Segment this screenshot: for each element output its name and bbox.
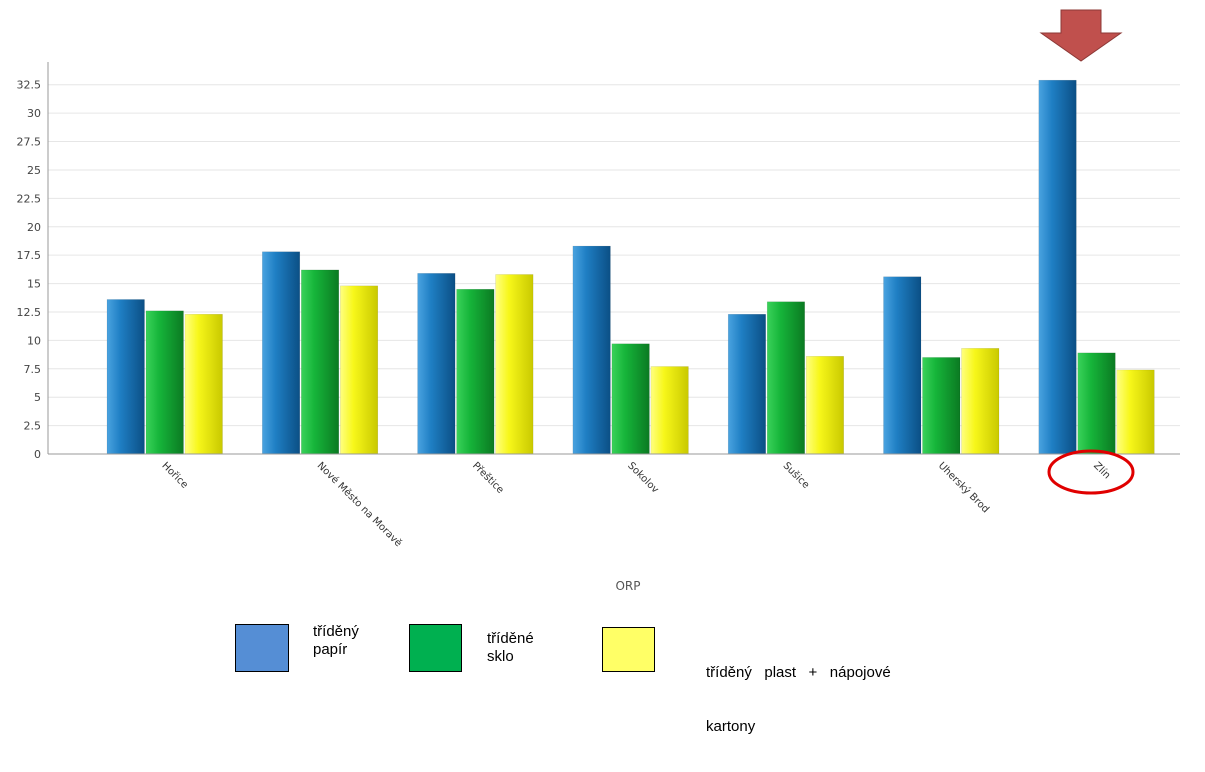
y-tick-label: 32.5 — [17, 79, 42, 92]
bar-paper — [106, 299, 145, 455]
bar-glass — [922, 357, 961, 455]
bar-plastic — [961, 348, 1000, 455]
bar-glass — [301, 269, 340, 455]
bar-glass — [1077, 352, 1116, 455]
y-tick-label: 15 — [27, 278, 41, 291]
x-tick-label: Hořice — [159, 460, 190, 491]
x-tick-label: Nové Město na Moravě — [315, 460, 405, 550]
y-tick-label: 17.5 — [17, 249, 42, 262]
bar-paper — [883, 276, 922, 455]
highlight-arrow — [1039, 9, 1123, 62]
bar-plastic — [340, 285, 379, 455]
bar-glass — [456, 288, 495, 455]
x-tick-label: Přeštice — [470, 460, 506, 496]
bar-paper — [417, 273, 456, 455]
y-tick-label: 30 — [27, 107, 41, 120]
x-tick-label: Uherský Brod — [936, 460, 992, 516]
bar-plastic — [495, 274, 534, 455]
bar-paper — [572, 245, 611, 455]
bar-paper — [262, 251, 301, 455]
x-tick-label: Zlín — [1091, 460, 1113, 482]
y-tick-label: 2.5 — [24, 420, 42, 433]
bar-paper — [727, 313, 766, 455]
x-axis-title: ORP — [615, 579, 640, 593]
bar-glass — [611, 343, 650, 455]
y-tick-label: 27.5 — [17, 136, 42, 149]
x-tick-label: Sokolov — [625, 460, 660, 495]
y-tick-label: 22.5 — [17, 192, 42, 205]
bars — [106, 79, 1155, 455]
x-axis-labels: Hořice Nové Město na Moravě Přeštice Sokolo… — [159, 460, 1113, 550]
bar-plastic — [1116, 369, 1155, 455]
x-tick-label: Sušice — [781, 460, 812, 491]
y-tick-label: 0 — [34, 448, 41, 461]
bar-chart: 0 2.5 5 7.5 10 12.5 15 17.5 20 22.5 25 27.5 30 32.5 H… — [17, 9, 1180, 593]
y-tick-label: 7.5 — [24, 363, 42, 376]
y-tick-label: 10 — [27, 334, 41, 347]
bar-glass — [145, 310, 184, 455]
y-tick-label: 12.5 — [17, 306, 42, 319]
gridlines — [48, 84, 1180, 455]
y-tick-label: 25 — [27, 164, 41, 177]
bar-plastic — [805, 356, 844, 455]
bar-paper — [1038, 79, 1077, 455]
bar-glass — [766, 301, 805, 455]
y-tick-label: 5 — [34, 391, 41, 404]
bar-plastic — [650, 366, 689, 455]
bar-plastic — [184, 313, 223, 455]
y-axis-ticks: 0 2.5 5 7.5 10 12.5 15 17.5 20 22.5 25 27.5 30 32.5 — [17, 79, 42, 461]
highlight-circle — [1047, 449, 1135, 495]
y-tick-label: 20 — [27, 221, 41, 234]
